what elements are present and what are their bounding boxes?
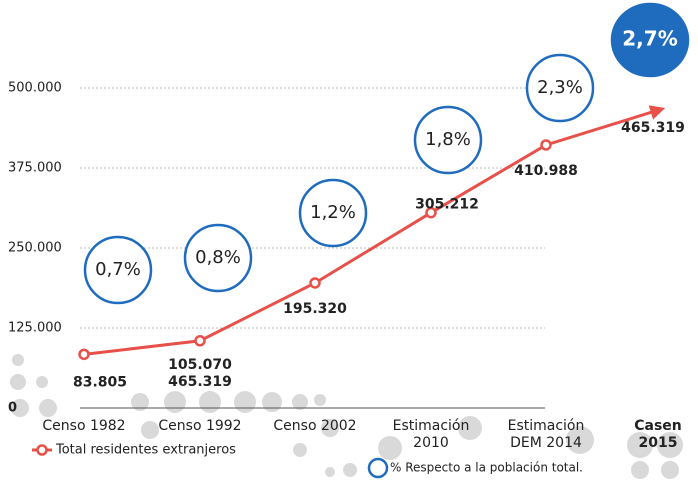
legend-bubble — [367, 457, 389, 479]
y-tick-label: 500.000 — [8, 81, 62, 96]
x-tick-label: Estimación 2010 — [392, 418, 470, 451]
x-tick-label: Censo 1992 — [158, 418, 242, 434]
x-tick-label: Casen 2015 — [634, 418, 682, 451]
percent-label: 1,2% — [310, 202, 356, 223]
y-tick-label: 0 — [8, 401, 17, 416]
value-label: 465.319 — [621, 120, 685, 136]
y-tick-label: 375.000 — [8, 161, 62, 176]
x-tick-label: Censo 1982 — [42, 418, 126, 434]
point — [78, 348, 90, 361]
percent-label: 2,3% — [537, 77, 583, 98]
series-line — [83, 105, 666, 356]
percent-label: 1,8% — [425, 129, 471, 150]
value-label: 83.805 — [73, 374, 127, 390]
x-tick-label: Estimación DEM 2014 — [507, 418, 585, 451]
point — [425, 206, 437, 219]
legend-label: Total residentes extranjeros — [55, 443, 236, 458]
percent-bubble — [183, 223, 253, 293]
point — [194, 335, 206, 347]
percent-bubble — [610, 2, 690, 78]
value-label: 305.212 — [415, 197, 479, 213]
value-label: 410.988 — [514, 163, 578, 179]
percent-bubble — [83, 235, 153, 305]
point — [309, 277, 321, 289]
percent-label: 0,8% — [195, 247, 241, 268]
percent-bubble — [525, 53, 595, 123]
percent-bubble — [298, 178, 368, 248]
percent-label: 0,7% — [95, 259, 141, 280]
point — [540, 139, 552, 151]
legend-marker — [36, 444, 48, 456]
percent-label: 2,7% — [622, 27, 677, 51]
percent-bubble — [413, 105, 483, 175]
y-tick-label: 125.000 — [8, 321, 62, 336]
y-tick-label: 250.000 — [8, 241, 62, 256]
x-tick-label: Censo 2002 — [273, 418, 357, 434]
annotation: 465.319 — [168, 374, 232, 390]
value-label: 105.070 — [168, 357, 232, 373]
value-label: 195.320 — [283, 301, 347, 317]
legend-label: % Respecto a la población total. — [390, 461, 583, 475]
